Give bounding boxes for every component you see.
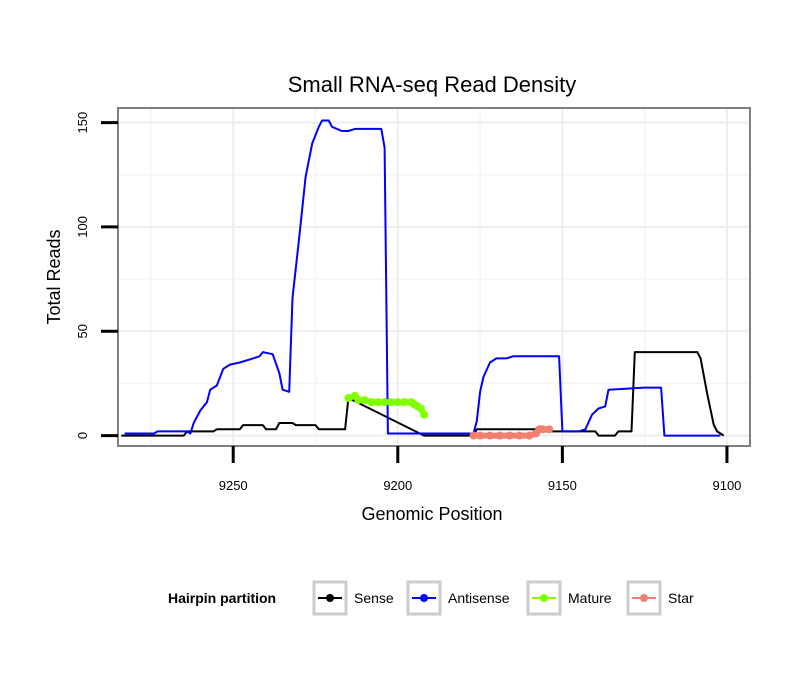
y-tick-label: 50 [75,324,90,338]
y-tick-label: 0 [75,432,90,439]
legend-label-mature: Mature [568,590,612,606]
x-tick-label: 9150 [548,478,577,493]
series-layer [121,119,725,440]
legend: Hairpin partition Sense Antisense Mature St… [168,580,694,616]
plot-panel [118,108,750,446]
y-axis: 0 50 100 150 [75,112,118,439]
legend-marker-star [640,594,648,602]
x-axis-title: Genomic Position [361,504,502,524]
legend-label-star: Star [668,590,694,606]
series-star-band [470,426,553,439]
x-tick-label: 9250 [219,478,248,493]
x-tick-label: 9200 [383,478,412,493]
y-tick-label: 100 [75,216,90,238]
series-sense-line [121,351,725,437]
series-antisense-line [124,119,721,437]
legend-marker-mature [540,594,548,602]
chart-title: Small RNA-seq Read Density [288,72,577,97]
x-tick-label: 9100 [712,478,741,493]
legend-title: Hairpin partition [168,590,276,606]
legend-marker-antisense [420,594,428,602]
y-axis-title: Total Reads [44,229,64,324]
series-mature-band [345,392,428,418]
legend-marker-sense [326,594,334,602]
x-axis: 9250 9200 9150 9100 [219,446,741,493]
legend-label-antisense: Antisense [448,590,510,606]
legend-label-sense: Sense [354,590,394,606]
plot-border [117,107,751,447]
grid [118,108,750,446]
y-tick-label: 150 [75,112,90,134]
